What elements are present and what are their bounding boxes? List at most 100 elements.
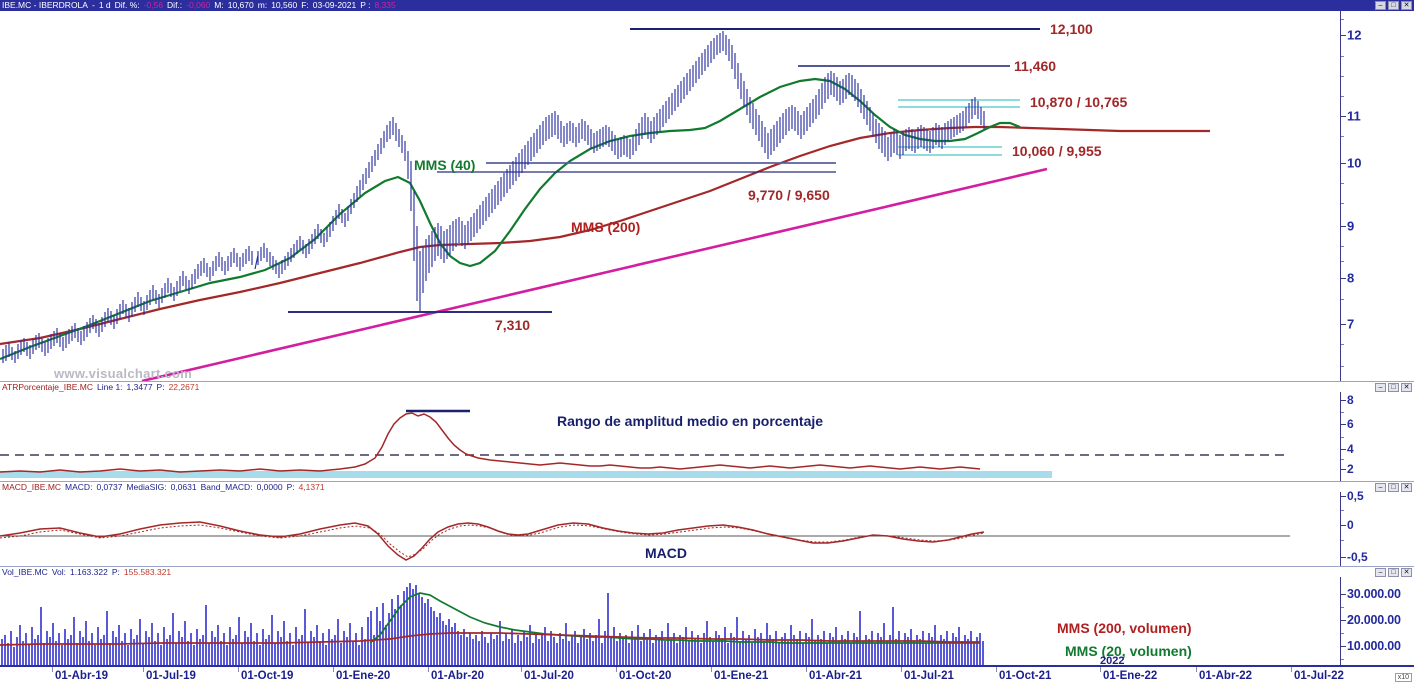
symbol-label: IBE.MC - IBERDROLA: [2, 0, 88, 10]
max-value: 10,670: [227, 0, 254, 10]
volume-mms200-line: [0, 632, 980, 646]
price-value-axis[interactable]: 12 11 10 9 8 7: [1340, 11, 1414, 381]
volume-mms20-label: MMS (20, volumen): [1065, 643, 1192, 659]
atr-tick-6: 6: [1347, 417, 1354, 431]
macd-p-value: 4,1371: [298, 482, 325, 492]
price-chart-plot[interactable]: 12,100 11,460 10,870 / 10,765 10,060 / 9…: [0, 11, 1340, 381]
atr-tick-8: 8: [1347, 393, 1354, 407]
macd-line: [0, 521, 985, 561]
macd-signal-line: [0, 524, 985, 558]
level-label-7310: 7,310: [495, 317, 531, 333]
price-tick-7: 7: [1347, 316, 1355, 332]
price-chart-svg: [0, 28, 1210, 381]
macd-chart-label: MACD: [645, 545, 687, 561]
price-tick-9: 9: [1347, 218, 1355, 234]
time-label-4: 01-Abr-20: [431, 670, 485, 682]
atr-panel: ATRPorcentaje_IBE.MC Line 1: 1,3477 P: 22,26…: [0, 381, 1414, 481]
volume-panel: Vol_IBE.MC Vol: 1.163.322 P: 155.583.321 – □…: [0, 566, 1414, 665]
time-label-0: 01-Abr-19: [55, 670, 109, 682]
macd-value-axis[interactable]: 0,5 0 -0,5: [1340, 489, 1414, 566]
date-value: 03-09-2021: [312, 0, 357, 10]
uptrend-line: [141, 167, 1048, 381]
close-icon[interactable]: ✕: [1401, 568, 1412, 577]
level-label-10060-9955: 10,060 / 9,955: [1012, 143, 1102, 159]
macd-title: MACD_IBE.MC: [2, 482, 62, 492]
volume-mms200-label: MMS (200, volumen): [1057, 620, 1192, 636]
close-icon[interactable]: ✕: [1401, 383, 1412, 392]
atr-chart-plot[interactable]: Rango de amplitud medio en porcentaje: [0, 392, 1340, 481]
time-label-11: 01-Ene-22: [1103, 670, 1158, 682]
minimize-icon[interactable]: –: [1375, 568, 1386, 577]
time-axis[interactable]: 01-Abr-19 01-Jul-19 01-Oct-19 01-Ene-20 …: [0, 665, 1414, 684]
volume-label: Vol:: [51, 567, 67, 577]
volume-mms20-line: [369, 592, 980, 644]
price-bars: [2, 31, 985, 363]
atr-band: [0, 471, 1052, 478]
atr-tick-2: 2: [1347, 462, 1354, 476]
price-tick-11: 11: [1347, 108, 1361, 124]
macd-tick-05: 0,5: [1347, 489, 1364, 503]
atr-panel-header[interactable]: ATRPorcentaje_IBE.MC Line 1: 1,3477 P: 22,26…: [0, 381, 1414, 392]
macd-value: 0,0737: [96, 482, 123, 492]
time-label-5: 01-Jul-20: [524, 670, 574, 682]
price-tick-10: 10: [1347, 155, 1362, 171]
volume-tick-20m: 20.000.00: [1347, 613, 1401, 627]
volume-panel-header[interactable]: Vol_IBE.MC Vol: 1.163.322 P: 155.583.321 – □…: [0, 566, 1414, 577]
macd-band-label: Band_MACD:: [200, 482, 253, 492]
macd-p-label: P:: [286, 482, 295, 492]
volume-chart-svg: [0, 583, 984, 665]
atr-title-label: Rango de amplitud medio en porcentaje: [557, 413, 824, 429]
axis-scale-badge[interactable]: x10: [1394, 673, 1412, 682]
date-label: F:: [301, 0, 309, 10]
timeframe-label: 1 d: [98, 0, 111, 10]
header-sep: -: [91, 0, 95, 10]
macd-tick-neg05: -0,5: [1347, 550, 1368, 564]
macd-chart-svg: [0, 521, 1290, 561]
level-label-9770-9650: 9,770 / 9,650: [748, 187, 830, 203]
price-panel-window-controls[interactable]: – □ ✕: [1375, 1, 1412, 10]
dif-label: Dif.:: [167, 0, 183, 10]
mms40-label: MMS (40): [414, 157, 476, 173]
level-label-10870-10765: 10,870 / 10,765: [1030, 94, 1128, 110]
price-panel: IBE.MC - IBERDROLA -1 d Dif. %: -0,56 Dif.: -…: [0, 0, 1414, 381]
maximize-icon[interactable]: □: [1388, 383, 1399, 392]
volume-tick-30m: 30.000.00: [1347, 587, 1401, 601]
macd-label: MACD:: [65, 482, 93, 492]
macd-panel-window-controls[interactable]: – □ ✕: [1375, 483, 1412, 492]
maximize-icon[interactable]: □: [1388, 483, 1399, 492]
minimize-icon[interactable]: –: [1375, 483, 1386, 492]
volume-chart-plot[interactable]: MMS (200, volumen) MMS (20, volumen): [0, 577, 1340, 665]
atr-line-label: Line 1:: [97, 382, 123, 392]
close-icon[interactable]: ✕: [1401, 483, 1412, 492]
macd-chart-plot[interactable]: MACD: [0, 492, 1340, 566]
time-label-10: 01-Oct-21: [999, 670, 1052, 682]
max-label: M:: [214, 0, 224, 10]
volume-panel-window-controls[interactable]: – □ ✕: [1375, 568, 1412, 577]
atr-panel-window-controls[interactable]: – □ ✕: [1375, 383, 1412, 392]
atr-value-axis[interactable]: 8 6 4 2: [1340, 392, 1414, 481]
time-label-9: 01-Jul-21: [904, 670, 954, 682]
p-value: 8,335: [374, 0, 396, 10]
atr-chart-svg: [0, 409, 1290, 478]
volume-p-value: 155.583.321: [123, 567, 172, 577]
year-marker-2022: 2022: [1100, 655, 1125, 667]
macd-tick-0: 0: [1347, 518, 1354, 532]
level-label-11460: 11,460: [1014, 58, 1057, 74]
volume-tick-10m: 10.000.00: [1347, 639, 1401, 653]
minimize-icon[interactable]: –: [1375, 1, 1386, 10]
macd-band-value: 0,0000: [256, 482, 283, 492]
time-label-2: 01-Oct-19: [241, 670, 294, 682]
time-label-8: 01-Abr-21: [809, 670, 863, 682]
close-icon[interactable]: ✕: [1401, 1, 1412, 10]
price-panel-header[interactable]: IBE.MC - IBERDROLA -1 d Dif. %: -0,56 Dif.: -…: [0, 0, 1414, 11]
maximize-icon[interactable]: □: [1388, 568, 1399, 577]
minimize-icon[interactable]: –: [1375, 383, 1386, 392]
volume-value-axis[interactable]: 30.000.00 20.000.00 10.000.00: [1340, 577, 1414, 665]
visualchart-watermark: www.visualchart.com: [54, 366, 193, 381]
maximize-icon[interactable]: □: [1388, 1, 1399, 10]
macd-signal-label: MediaSIG:: [126, 482, 167, 492]
macd-panel-header[interactable]: MACD_IBE.MC MACD: 0,0737 MediaSIG: 0,0631 Ban…: [0, 481, 1414, 492]
time-label-1: 01-Jul-19: [146, 670, 196, 682]
volume-title: Vol_IBE.MC: [2, 567, 48, 577]
